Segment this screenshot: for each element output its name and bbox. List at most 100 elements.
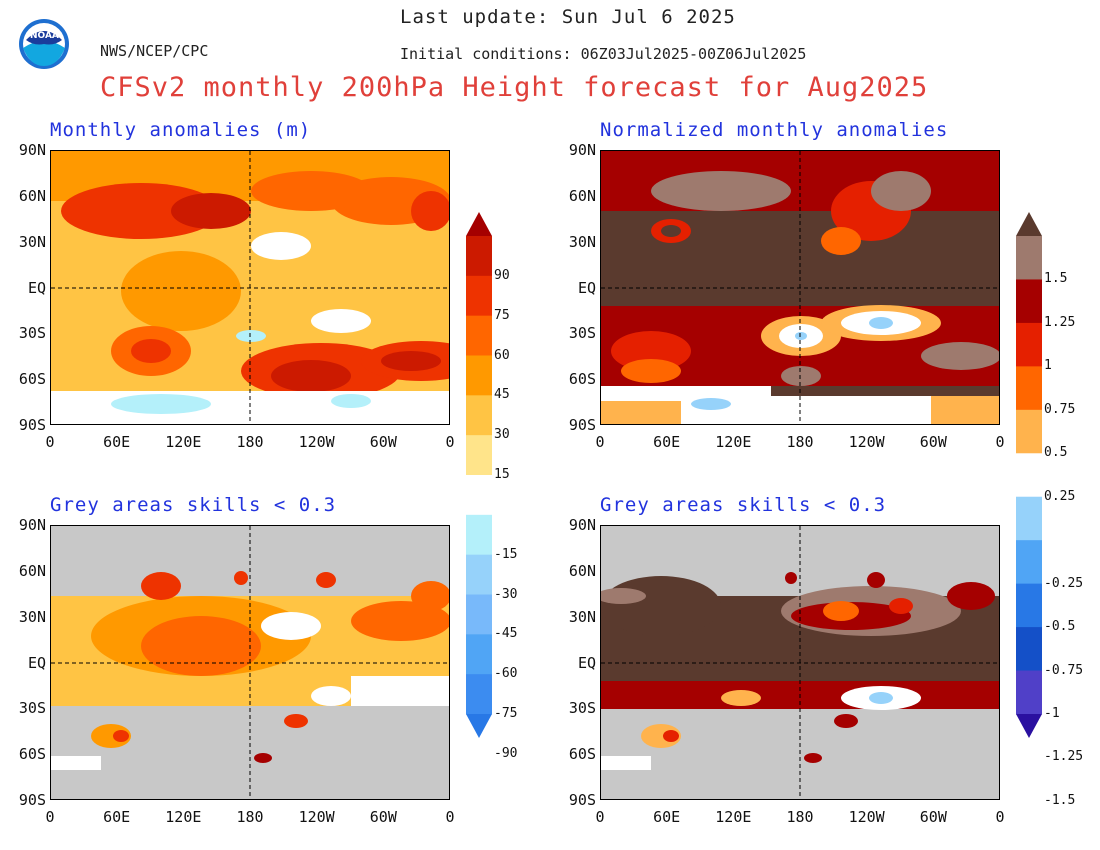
- colorbar-label: -1: [1044, 706, 1060, 721]
- colorbar-segment: [1016, 366, 1042, 411]
- colorbar-label: 75: [494, 307, 510, 323]
- lat-label: 90S: [568, 416, 596, 434]
- colorbar-segment: [466, 554, 492, 595]
- lon-label: 0: [995, 808, 1005, 826]
- lon-label: 180: [786, 808, 814, 826]
- colorbar-segment: [1016, 670, 1042, 715]
- lat-label: 30N: [568, 232, 596, 251]
- lat-label: 60S: [18, 745, 46, 764]
- lon-label: 60E: [653, 808, 681, 826]
- lat-label: 90N: [18, 141, 46, 159]
- colorbar-label: -60: [494, 666, 518, 682]
- lat-label: 60N: [568, 186, 596, 205]
- lat-label: 60S: [568, 745, 596, 764]
- colorbar-segment: [1016, 409, 1042, 454]
- map-anomalies: [50, 150, 481, 425]
- colorbar-segment: [466, 315, 492, 356]
- lon-label: 180: [236, 808, 264, 826]
- lon-label: 60E: [103, 433, 131, 451]
- colorbar-label: 90: [494, 267, 510, 283]
- lon-label: 60E: [653, 433, 681, 451]
- lon-label: 60W: [369, 808, 397, 826]
- lat-label: 90N: [18, 516, 46, 534]
- lat-label: 90S: [18, 791, 46, 809]
- initial-conditions-text: Initial conditions: 06Z03Jul2025-00Z06Ju…: [400, 45, 807, 63]
- colorbar-segment: [466, 355, 492, 396]
- colorbar-bottom-arrow: [466, 714, 492, 738]
- lat-label: 30N: [18, 232, 46, 251]
- lon-label: 180: [236, 433, 264, 451]
- lon-label: 60W: [919, 433, 947, 451]
- colorbar-segment: [466, 395, 492, 436]
- colorbar-segment: [1016, 583, 1042, 628]
- colorbar-label: 1: [1044, 358, 1052, 374]
- colorbar-top-arrow: [466, 212, 492, 236]
- lat-label: 30S: [18, 324, 46, 343]
- colorbar-label: 1.25: [1044, 314, 1076, 330]
- colorbar-segment: [466, 594, 492, 635]
- lat-label: EQ: [27, 278, 46, 297]
- colorbar-segment: [466, 514, 492, 556]
- colorbar-segment: [1016, 279, 1042, 324]
- lon-label: 120E: [165, 808, 202, 826]
- lat-label: EQ: [27, 653, 46, 672]
- lon-label: 120E: [715, 433, 752, 451]
- lon-label: 60W: [369, 433, 397, 451]
- colorbar-segment: [466, 475, 492, 516]
- lat-label: 30S: [568, 324, 596, 343]
- panel-title-normalized: Normalized monthly anomalies: [600, 119, 949, 141]
- lat-label: 60N: [18, 186, 46, 205]
- panel-title-skill-right: Grey areas skills < 0.3: [600, 494, 887, 516]
- lat-label: EQ: [577, 653, 596, 672]
- lat-label: 60S: [18, 370, 46, 389]
- colorbar-label: 0.75: [1044, 401, 1076, 417]
- colorbar-anomalies: [466, 212, 492, 738]
- lat-label: 90N: [568, 141, 596, 159]
- agency-label: NWS/NCEP/CPC: [100, 42, 209, 60]
- colorbar-segment: [1016, 236, 1042, 280]
- lon-label: 120W: [848, 433, 885, 451]
- map-normalized: [600, 150, 1001, 425]
- colorbar-segment: [1016, 627, 1042, 672]
- main-title: CFSv2 monthly 200hPa Height forecast for…: [100, 72, 929, 103]
- colorbar-label: 45: [494, 387, 510, 403]
- colorbar-label: 0.5: [1044, 445, 1068, 461]
- colorbar-segment: [466, 634, 492, 675]
- lat-label: EQ: [577, 278, 596, 297]
- colorbar-label: 60: [494, 347, 510, 363]
- lon-label: 0: [445, 808, 455, 826]
- lat-label: 30S: [568, 699, 596, 718]
- colorbar-segment: [466, 674, 492, 715]
- noaa-logo: NOAA: [18, 18, 70, 70]
- colorbar-normalized: [1016, 212, 1042, 738]
- lon-label: 120E: [715, 808, 752, 826]
- colorbar-segment: [466, 236, 492, 277]
- map-skill-anomalies: [50, 525, 451, 800]
- lon-label: 120E: [165, 433, 202, 451]
- colorbar-segment: [1016, 496, 1042, 541]
- colorbar-segment: [466, 435, 492, 476]
- lon-label: 120W: [848, 808, 885, 826]
- colorbar-label: 0.25: [1044, 488, 1076, 504]
- lon-label: 60W: [919, 808, 947, 826]
- panel-title-skill-left: Grey areas skills < 0.3: [50, 494, 337, 516]
- colorbar-label: -1.25: [1044, 749, 1084, 765]
- colorbar-label: -1.5: [1044, 792, 1076, 808]
- colorbar-segment: [1016, 453, 1042, 498]
- colorbar-label: -0.75: [1044, 662, 1084, 678]
- colorbar-label: -15: [494, 546, 518, 562]
- lon-label: 0: [45, 808, 55, 826]
- lat-label: 30N: [568, 607, 596, 626]
- last-update-text: Last update: Sun Jul 6 2025: [400, 6, 736, 28]
- colorbar-label: 30: [494, 427, 510, 443]
- colorbar-segment: [1016, 322, 1042, 367]
- lon-label: 0: [995, 433, 1005, 451]
- lat-label: 30S: [18, 699, 46, 718]
- colorbar-label: -30: [494, 586, 518, 602]
- colorbar-segment: [1016, 540, 1042, 585]
- lat-label: 90N: [568, 516, 596, 534]
- lon-label: 120W: [298, 433, 335, 451]
- colorbar-label: 15: [494, 467, 510, 482]
- colorbar-label: 1.5: [1044, 271, 1068, 287]
- colorbar-top-arrow: [1016, 212, 1042, 236]
